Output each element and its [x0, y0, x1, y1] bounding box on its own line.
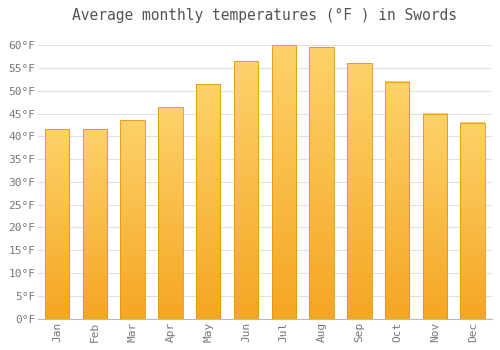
Bar [196, 84, 220, 318]
Bar [310, 47, 334, 318]
Bar [347, 63, 372, 319]
Bar [422, 113, 448, 318]
Bar [158, 107, 182, 318]
Bar [272, 45, 296, 318]
Bar [234, 61, 258, 319]
Bar [44, 130, 70, 318]
Title: Average monthly temperatures (°F ) in Swords: Average monthly temperatures (°F ) in Sw… [72, 8, 458, 23]
Bar [120, 120, 145, 318]
Bar [82, 130, 107, 318]
Bar [385, 82, 409, 318]
Bar [460, 122, 485, 318]
